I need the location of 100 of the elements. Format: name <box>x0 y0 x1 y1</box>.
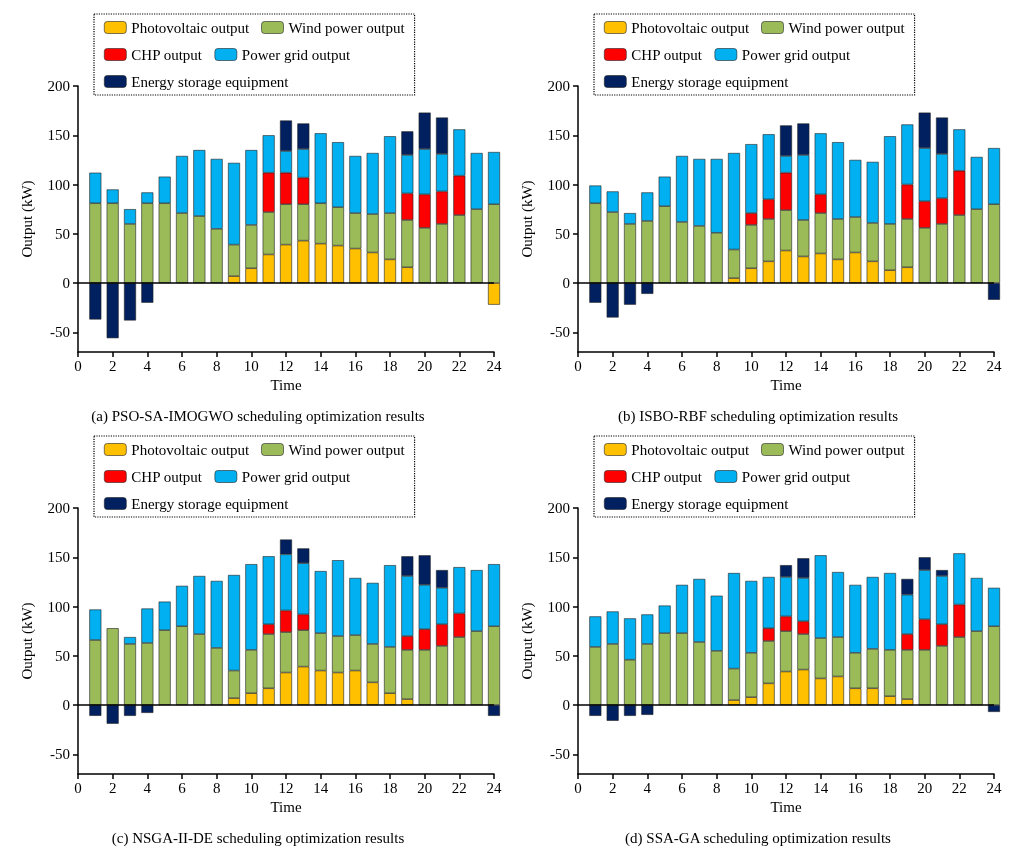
y-tick-label: 200 <box>47 500 70 516</box>
legend-label: Photovoltaic output <box>131 19 251 36</box>
y-tick-label: 100 <box>47 176 70 193</box>
x-tick-label: 0 <box>74 779 82 796</box>
x-tick-label: 8 <box>712 357 721 374</box>
legend-label: Power grid output <box>741 46 852 63</box>
x-tick-label: 8 <box>212 779 221 796</box>
x-tick-label: 2 <box>108 779 117 796</box>
legend-label: CHP output <box>631 46 703 63</box>
x-axis-title: Time <box>270 799 302 816</box>
x-tick-label: 14 <box>813 779 829 796</box>
x-tick-label: 18 <box>382 357 398 374</box>
x-tick-label: 14 <box>313 357 329 374</box>
legend-label: Energy storage equipment <box>631 495 790 512</box>
text: (b) ISBO-RBF scheduling optimization results <box>618 407 899 425</box>
y-tick-label: 200 <box>547 500 570 516</box>
y-axis-title: Output (kW) <box>518 602 536 680</box>
legend-label: Power grid output <box>241 468 352 485</box>
legend-label: CHP output <box>131 468 203 485</box>
x-tick-label: 14 <box>813 357 829 374</box>
x-tick-label: 4 <box>143 357 152 374</box>
y-tick-label: 100 <box>547 176 570 193</box>
x-tick-label: 20 <box>417 779 433 796</box>
y-tick-label: -50 <box>550 324 570 341</box>
x-axis-title: Time <box>270 377 302 394</box>
y-tick-label: 150 <box>47 549 70 566</box>
x-tick-label: 22 <box>451 779 467 796</box>
y-tick-label: 200 <box>547 78 570 94</box>
x-tick-label: 0 <box>74 357 82 374</box>
x-tick-label: 22 <box>951 357 967 374</box>
legend-label: Wind power output <box>788 441 906 458</box>
y-tick-label: 0 <box>62 275 70 292</box>
x-tick-label: 22 <box>951 779 967 796</box>
x-tick-label: 24 <box>486 357 502 374</box>
x-tick-label: 2 <box>608 357 617 374</box>
y-tick-label: -50 <box>550 746 570 763</box>
x-tick-label: 24 <box>486 779 502 796</box>
x-tick-label: 6 <box>178 779 187 796</box>
legend-label: Power grid output <box>741 468 852 485</box>
y-tick-label: 150 <box>547 127 570 144</box>
y-tick-label: 0 <box>562 275 570 292</box>
x-tick-label: 24 <box>986 357 1002 374</box>
x-tick-label: 24 <box>986 779 1002 796</box>
legend-label: CHP output <box>131 46 203 63</box>
x-tick-label: 12 <box>278 357 294 374</box>
x-tick-label: 2 <box>108 357 117 374</box>
x-tick-label: 10 <box>243 779 259 796</box>
x-tick-label: 4 <box>643 357 652 374</box>
y-tick-label: 50 <box>55 647 70 664</box>
x-axis-title: Time <box>770 377 802 394</box>
x-tick-label: 8 <box>712 779 721 796</box>
x-tick-label: 6 <box>678 357 687 374</box>
text: (c) NSGA-II-DE scheduling optimization results <box>111 829 405 847</box>
x-tick-label: 10 <box>743 779 759 796</box>
x-tick-label: 2 <box>608 779 617 796</box>
legend-label: Power grid output <box>241 46 352 63</box>
legend-label: Energy storage equipment <box>631 73 790 90</box>
legend-label: Wind power output <box>288 441 406 458</box>
x-tick-label: 20 <box>917 357 933 374</box>
legend-label: CHP output <box>631 468 703 485</box>
x-tick-label: 12 <box>778 357 794 374</box>
y-tick-label: -50 <box>50 746 70 763</box>
x-tick-label: 12 <box>778 779 794 796</box>
x-tick-label: 18 <box>382 779 398 796</box>
x-tick-label: 10 <box>743 357 759 374</box>
y-tick-label: 150 <box>47 127 70 144</box>
x-tick-label: 18 <box>882 779 898 796</box>
y-tick-label: 200 <box>47 78 70 94</box>
x-tick-label: 20 <box>417 357 433 374</box>
x-tick-label: 8 <box>212 357 221 374</box>
legend-label: Wind power output <box>788 19 906 36</box>
legend-label: Photovoltaic output <box>131 441 251 458</box>
x-axis-title: Time <box>770 799 802 816</box>
text: (a) PSO-SA-IMOGWO scheduling optimization results <box>91 407 425 425</box>
x-tick-label: 0 <box>574 357 582 374</box>
x-tick-label: 16 <box>847 357 864 374</box>
x-tick-label: 4 <box>643 779 652 796</box>
x-tick-label: 0 <box>574 779 582 796</box>
y-tick-label: 0 <box>62 697 70 714</box>
legend-label: Photovoltaic output <box>631 19 751 36</box>
x-tick-label: 10 <box>243 357 259 374</box>
y-axis-title: Output (kW) <box>518 180 536 258</box>
y-tick-label: 100 <box>547 598 570 615</box>
x-tick-label: 6 <box>178 357 187 374</box>
x-tick-label: 16 <box>347 357 364 374</box>
x-tick-label: 22 <box>451 357 467 374</box>
y-tick-label: 150 <box>547 549 570 566</box>
legend-label: Photovoltaic output <box>631 441 751 458</box>
y-tick-label: 0 <box>562 697 570 714</box>
x-tick-label: 4 <box>143 779 152 796</box>
y-tick-label: 100 <box>47 598 70 615</box>
x-tick-label: 18 <box>882 357 898 374</box>
x-tick-label: 20 <box>917 779 933 796</box>
y-axis-title: Output (kW) <box>18 180 36 258</box>
legend-label: Wind power output <box>288 19 406 36</box>
y-axis-title: Output (kW) <box>18 602 36 680</box>
y-tick-label: 50 <box>555 225 570 242</box>
text: (d) SSA-GA scheduling optimization results <box>625 829 892 847</box>
x-tick-label: 16 <box>847 779 864 796</box>
legend-label: Energy storage equipment <box>131 495 290 512</box>
